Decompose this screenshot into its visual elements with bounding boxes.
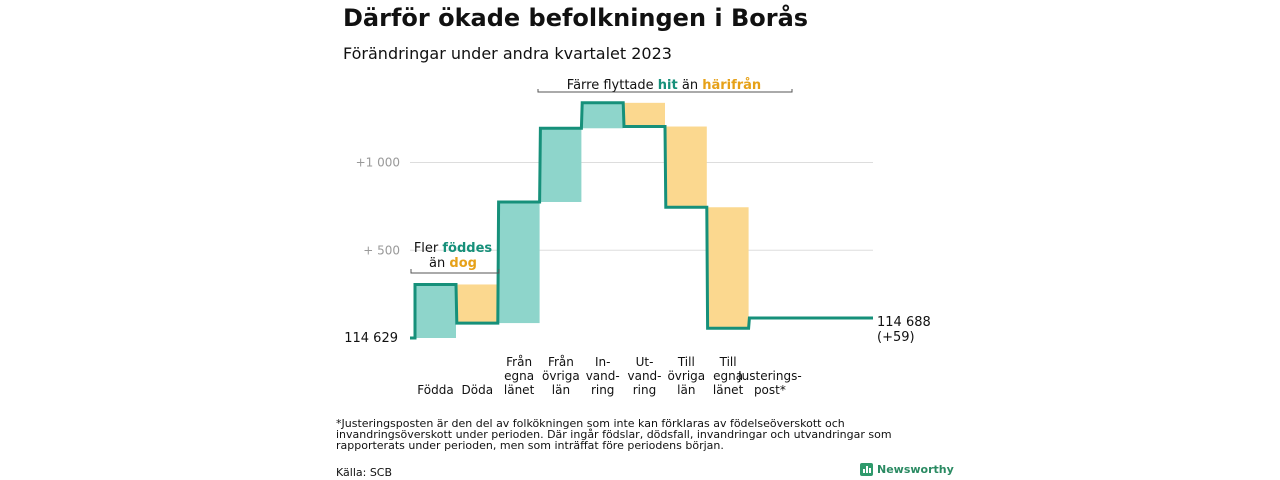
annotation-births: Fler föddes [414, 241, 493, 256]
newsworthy-logo: Newsworthy [860, 463, 954, 476]
category-label: Från egna länet [504, 355, 535, 397]
start-value-label: 114 629 [344, 331, 398, 346]
annotation-births-line2-part: dog [449, 256, 477, 271]
footnote: *Justeringsposten är den del av folkökni… [336, 417, 892, 452]
category-label-line: ring [633, 383, 657, 397]
category-label-line: post* [754, 383, 786, 397]
category-label-line: egna [713, 369, 743, 383]
bar-5 [624, 102, 665, 127]
y-tick-label: + 500 [363, 243, 400, 257]
logo-text: Newsworthy [877, 463, 954, 476]
cumulative-line [410, 101, 873, 340]
end-value-label: 114 688 [877, 315, 931, 330]
category-label-line: län [677, 383, 695, 397]
category-label-line: egna [504, 369, 534, 383]
category-label-line: Födda [417, 383, 453, 397]
category-label-line: Till [677, 355, 695, 369]
end-change-label: (+59) [877, 330, 915, 345]
category-label: Döda [462, 383, 494, 397]
bar-3 [540, 128, 582, 202]
category-label-line: län [552, 383, 570, 397]
step-line [410, 101, 873, 340]
annotation-moves-bracket [537, 89, 793, 93]
category-label-line: Till [719, 355, 737, 369]
annotation-births-part: Fler [414, 241, 443, 256]
annotation-births-bracket [410, 269, 500, 274]
bar-6 [665, 126, 707, 208]
category-label: In-vand-ring [586, 355, 620, 397]
category-label-line: ring [591, 383, 615, 397]
category-label-line: Döda [462, 383, 494, 397]
category-label-line: Ut- [636, 355, 654, 369]
annotation-births-line2: än dog [429, 256, 477, 271]
annotation-moves: Färre flyttade hit än härifrån [567, 78, 761, 93]
category-label-line: Från [548, 355, 574, 369]
category-label: Födda [417, 383, 453, 397]
category-label-line: vand- [586, 369, 620, 383]
chart-subtitle: Förändringar under andra kvartalet 2023 [343, 44, 672, 63]
category-label-line: länet [713, 383, 744, 397]
bar-7 [707, 207, 749, 329]
bar-0 [415, 284, 456, 338]
category-label: Från övriga län [542, 355, 580, 397]
category-label-line: Justerings- [737, 369, 802, 383]
gridlines [410, 162, 873, 251]
logo-icon [860, 463, 873, 476]
bar-2 [498, 201, 540, 324]
category-label-line: länet [504, 383, 535, 397]
category-label-line: vand- [627, 369, 661, 383]
annotation-births-line2-part: än [429, 256, 449, 271]
y-tick-label: +1 000 [356, 156, 400, 170]
bar-4 [582, 102, 624, 129]
annotation-moves-part: Färre flyttade [567, 78, 658, 93]
category-label-line: Från [506, 355, 532, 369]
category-label-line: In- [595, 355, 610, 369]
category-label-line: övriga [667, 369, 705, 383]
bars [415, 102, 749, 338]
category-label-line: övriga [542, 369, 580, 383]
category-label: Ut-vand-ring [627, 355, 661, 397]
annotation-births-part: föddes [442, 241, 492, 256]
category-label: Justerings-post* [737, 369, 802, 397]
category-label: Till egna länet [713, 355, 744, 397]
source-note: Källa: SCB [336, 466, 393, 479]
bar-1 [456, 284, 498, 324]
annotation-moves-part: än [678, 78, 702, 93]
annotation-moves-part: härifrån [702, 78, 761, 93]
annotation-moves-part: hit [658, 78, 678, 93]
chart-title: Därför ökade befolkningen i Borås [343, 4, 809, 32]
category-label: Till övriga län [667, 355, 705, 397]
